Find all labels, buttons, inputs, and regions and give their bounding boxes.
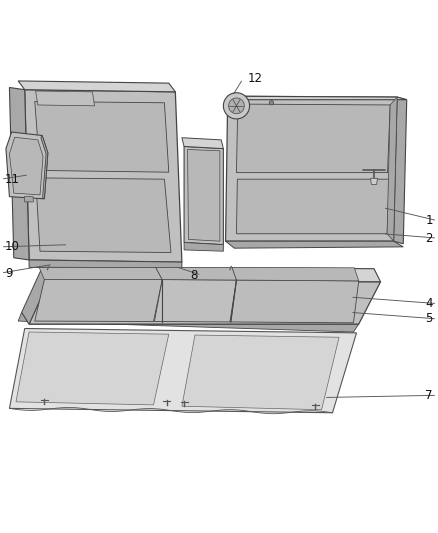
Polygon shape — [24, 197, 33, 202]
Text: 2: 2 — [425, 232, 433, 245]
Circle shape — [269, 101, 274, 105]
Text: 10: 10 — [5, 240, 20, 253]
Polygon shape — [10, 138, 43, 195]
Polygon shape — [42, 268, 381, 282]
Text: 12: 12 — [247, 72, 262, 85]
Polygon shape — [182, 335, 339, 410]
Polygon shape — [39, 268, 162, 280]
Polygon shape — [35, 280, 162, 321]
Polygon shape — [21, 268, 49, 324]
Polygon shape — [184, 243, 223, 251]
Polygon shape — [10, 328, 357, 413]
Polygon shape — [16, 332, 169, 405]
Polygon shape — [25, 90, 182, 262]
Polygon shape — [237, 104, 390, 173]
Polygon shape — [41, 135, 48, 199]
Polygon shape — [35, 91, 95, 106]
Polygon shape — [35, 101, 169, 172]
Polygon shape — [228, 96, 407, 100]
Polygon shape — [387, 97, 397, 241]
Text: 1: 1 — [425, 214, 433, 227]
Polygon shape — [29, 280, 381, 324]
Polygon shape — [231, 280, 359, 323]
Polygon shape — [371, 179, 378, 184]
Polygon shape — [184, 147, 223, 245]
Polygon shape — [232, 268, 359, 281]
Text: 7: 7 — [425, 389, 433, 402]
Text: 11: 11 — [5, 173, 20, 185]
Polygon shape — [187, 149, 220, 241]
Polygon shape — [154, 280, 237, 322]
Polygon shape — [10, 87, 29, 260]
Polygon shape — [226, 241, 403, 248]
Polygon shape — [229, 98, 244, 114]
Polygon shape — [18, 312, 359, 332]
Polygon shape — [394, 97, 407, 244]
Polygon shape — [226, 96, 397, 241]
Text: 4: 4 — [425, 297, 433, 310]
Polygon shape — [6, 132, 48, 199]
Polygon shape — [18, 81, 175, 92]
Text: 8: 8 — [190, 269, 197, 282]
Polygon shape — [182, 138, 223, 149]
Polygon shape — [237, 179, 389, 234]
Text: 9: 9 — [5, 266, 13, 279]
Polygon shape — [155, 268, 237, 280]
Text: 5: 5 — [426, 312, 433, 325]
Polygon shape — [29, 260, 182, 269]
Polygon shape — [223, 93, 250, 119]
Polygon shape — [35, 178, 171, 253]
